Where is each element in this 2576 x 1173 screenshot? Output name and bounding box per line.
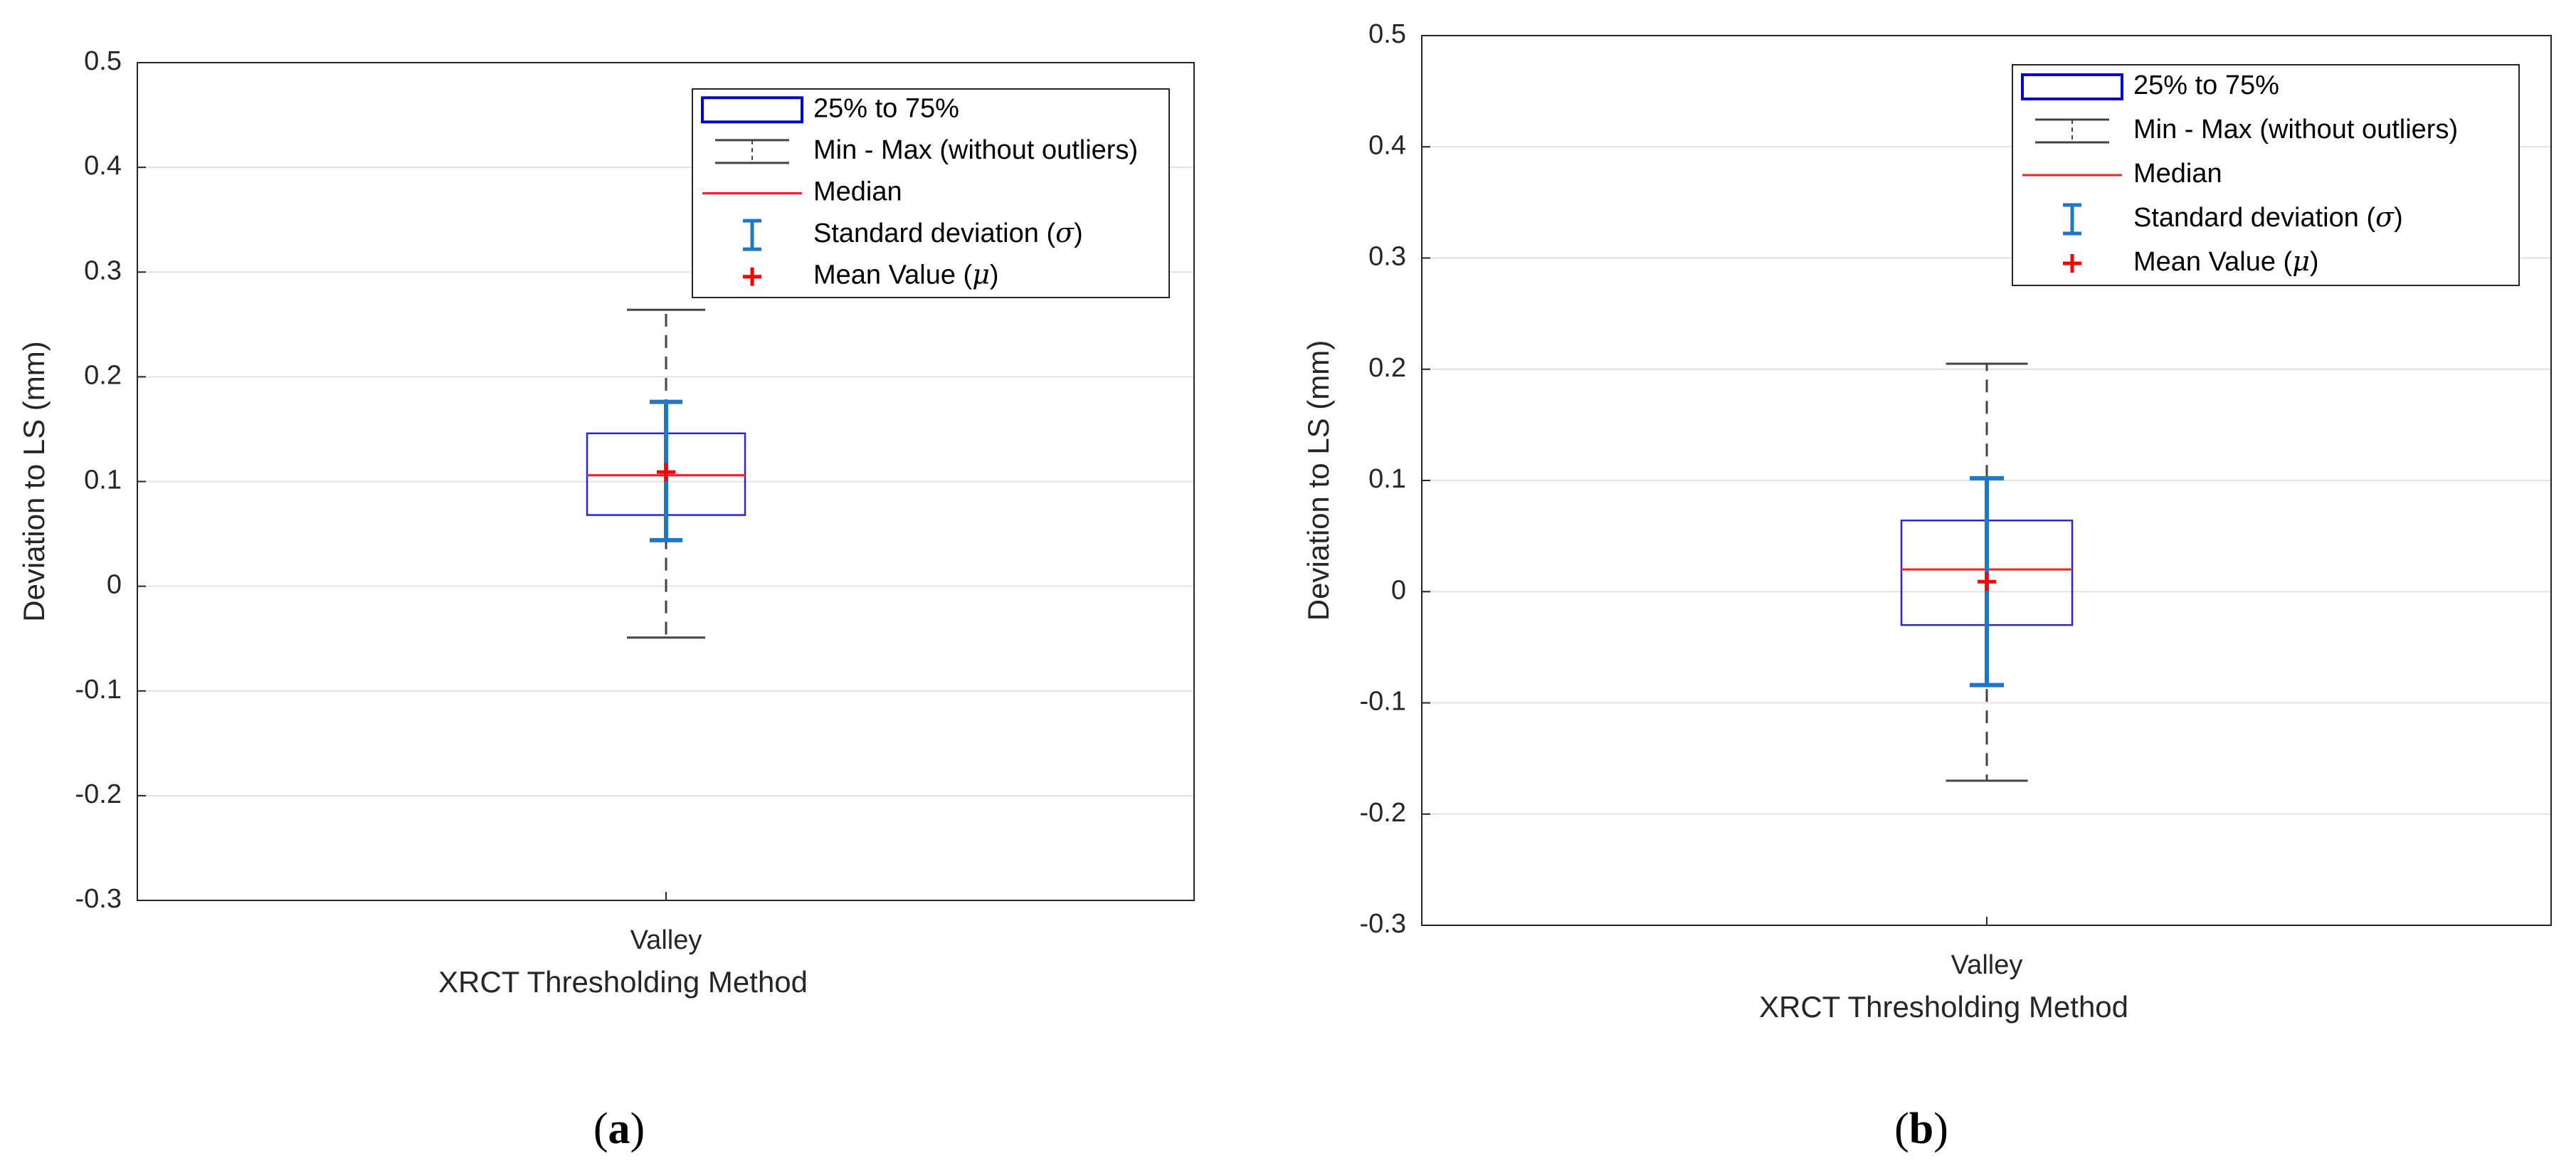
y-tick-label: 0.1 [84, 465, 122, 495]
x-axis-label: XRCT Thresholding Method [1759, 990, 2128, 1024]
y-tick-label: -0.1 [75, 675, 122, 705]
y-axis-label: Deviation to LS (mm) [1302, 340, 1335, 621]
x-tick-label: Valley [630, 925, 702, 955]
legend-entry-label: 25% to 75% [2133, 70, 2279, 100]
legend-entry-label: Standard deviation (σ) [2133, 201, 2403, 233]
y-tick-label: -0.3 [75, 884, 122, 914]
y-tick-label: 0.4 [84, 151, 122, 181]
y-tick-label: -0.2 [75, 779, 122, 809]
y-tick-label: 0.1 [1368, 464, 1406, 494]
legend-entry-label: Median [2133, 159, 2222, 189]
legend-entry-label: Standard deviation (σ) [813, 217, 1083, 249]
y-tick-label: 0 [1391, 575, 1406, 605]
chart-panel-b: -0.3 -0.2 -0.1 0 0.1 0.2 0.3 0.4 0.5 Valley XRCT T… [1302, 19, 2552, 1024]
legend-entry-label: Min - Max (without outliers) [2133, 115, 2458, 144]
legend-entry-label: Mean Value (μ) [813, 258, 999, 290]
x-axis-label: XRCT Thresholding Method [438, 965, 808, 999]
legend-entry-label: Mean Value (μ) [2133, 246, 2319, 278]
y-tick-label: 0.3 [1368, 242, 1406, 272]
y-tick-label: 0.3 [84, 256, 122, 285]
y-tick-label: 0.2 [84, 360, 122, 390]
legend-entry-label: 25% to 75% [813, 93, 959, 123]
y-tick-label: -0.2 [1360, 798, 1406, 828]
legend-entry-label: Min - Max (without outliers) [813, 135, 1138, 165]
legend-box-symbol [2021, 73, 2123, 100]
y-tick-label: 0 [107, 570, 122, 600]
legend-entry-label: Median [813, 177, 902, 207]
chart-panel-a: -0.3 -0.2 -0.1 0 0.1 0.2 0.3 0.4 0.5 Valley XRCT T… [17, 46, 1195, 999]
y-axis-label: Deviation to LS (mm) [17, 341, 51, 621]
panel-label-b: (b) [1894, 1105, 1948, 1153]
y-tick-label: 0.5 [1368, 19, 1406, 49]
y-tick-label: 0.4 [1368, 130, 1406, 160]
y-tick-label: -0.3 [1360, 909, 1406, 939]
y-tick-label: 0.5 [84, 46, 122, 76]
x-tick-label: Valley [1951, 950, 2023, 980]
panel-label-a: (a) [593, 1105, 645, 1153]
legend: 25% to 75% Min - Max (without outliers) Me… [692, 88, 1170, 298]
legend-box-symbol [701, 96, 803, 124]
y-tick-label: 0.2 [1368, 353, 1406, 383]
legend: 25% to 75% Min - Max (without outliers) Me… [2012, 64, 2520, 286]
y-tick-label: -0.1 [1360, 687, 1406, 717]
